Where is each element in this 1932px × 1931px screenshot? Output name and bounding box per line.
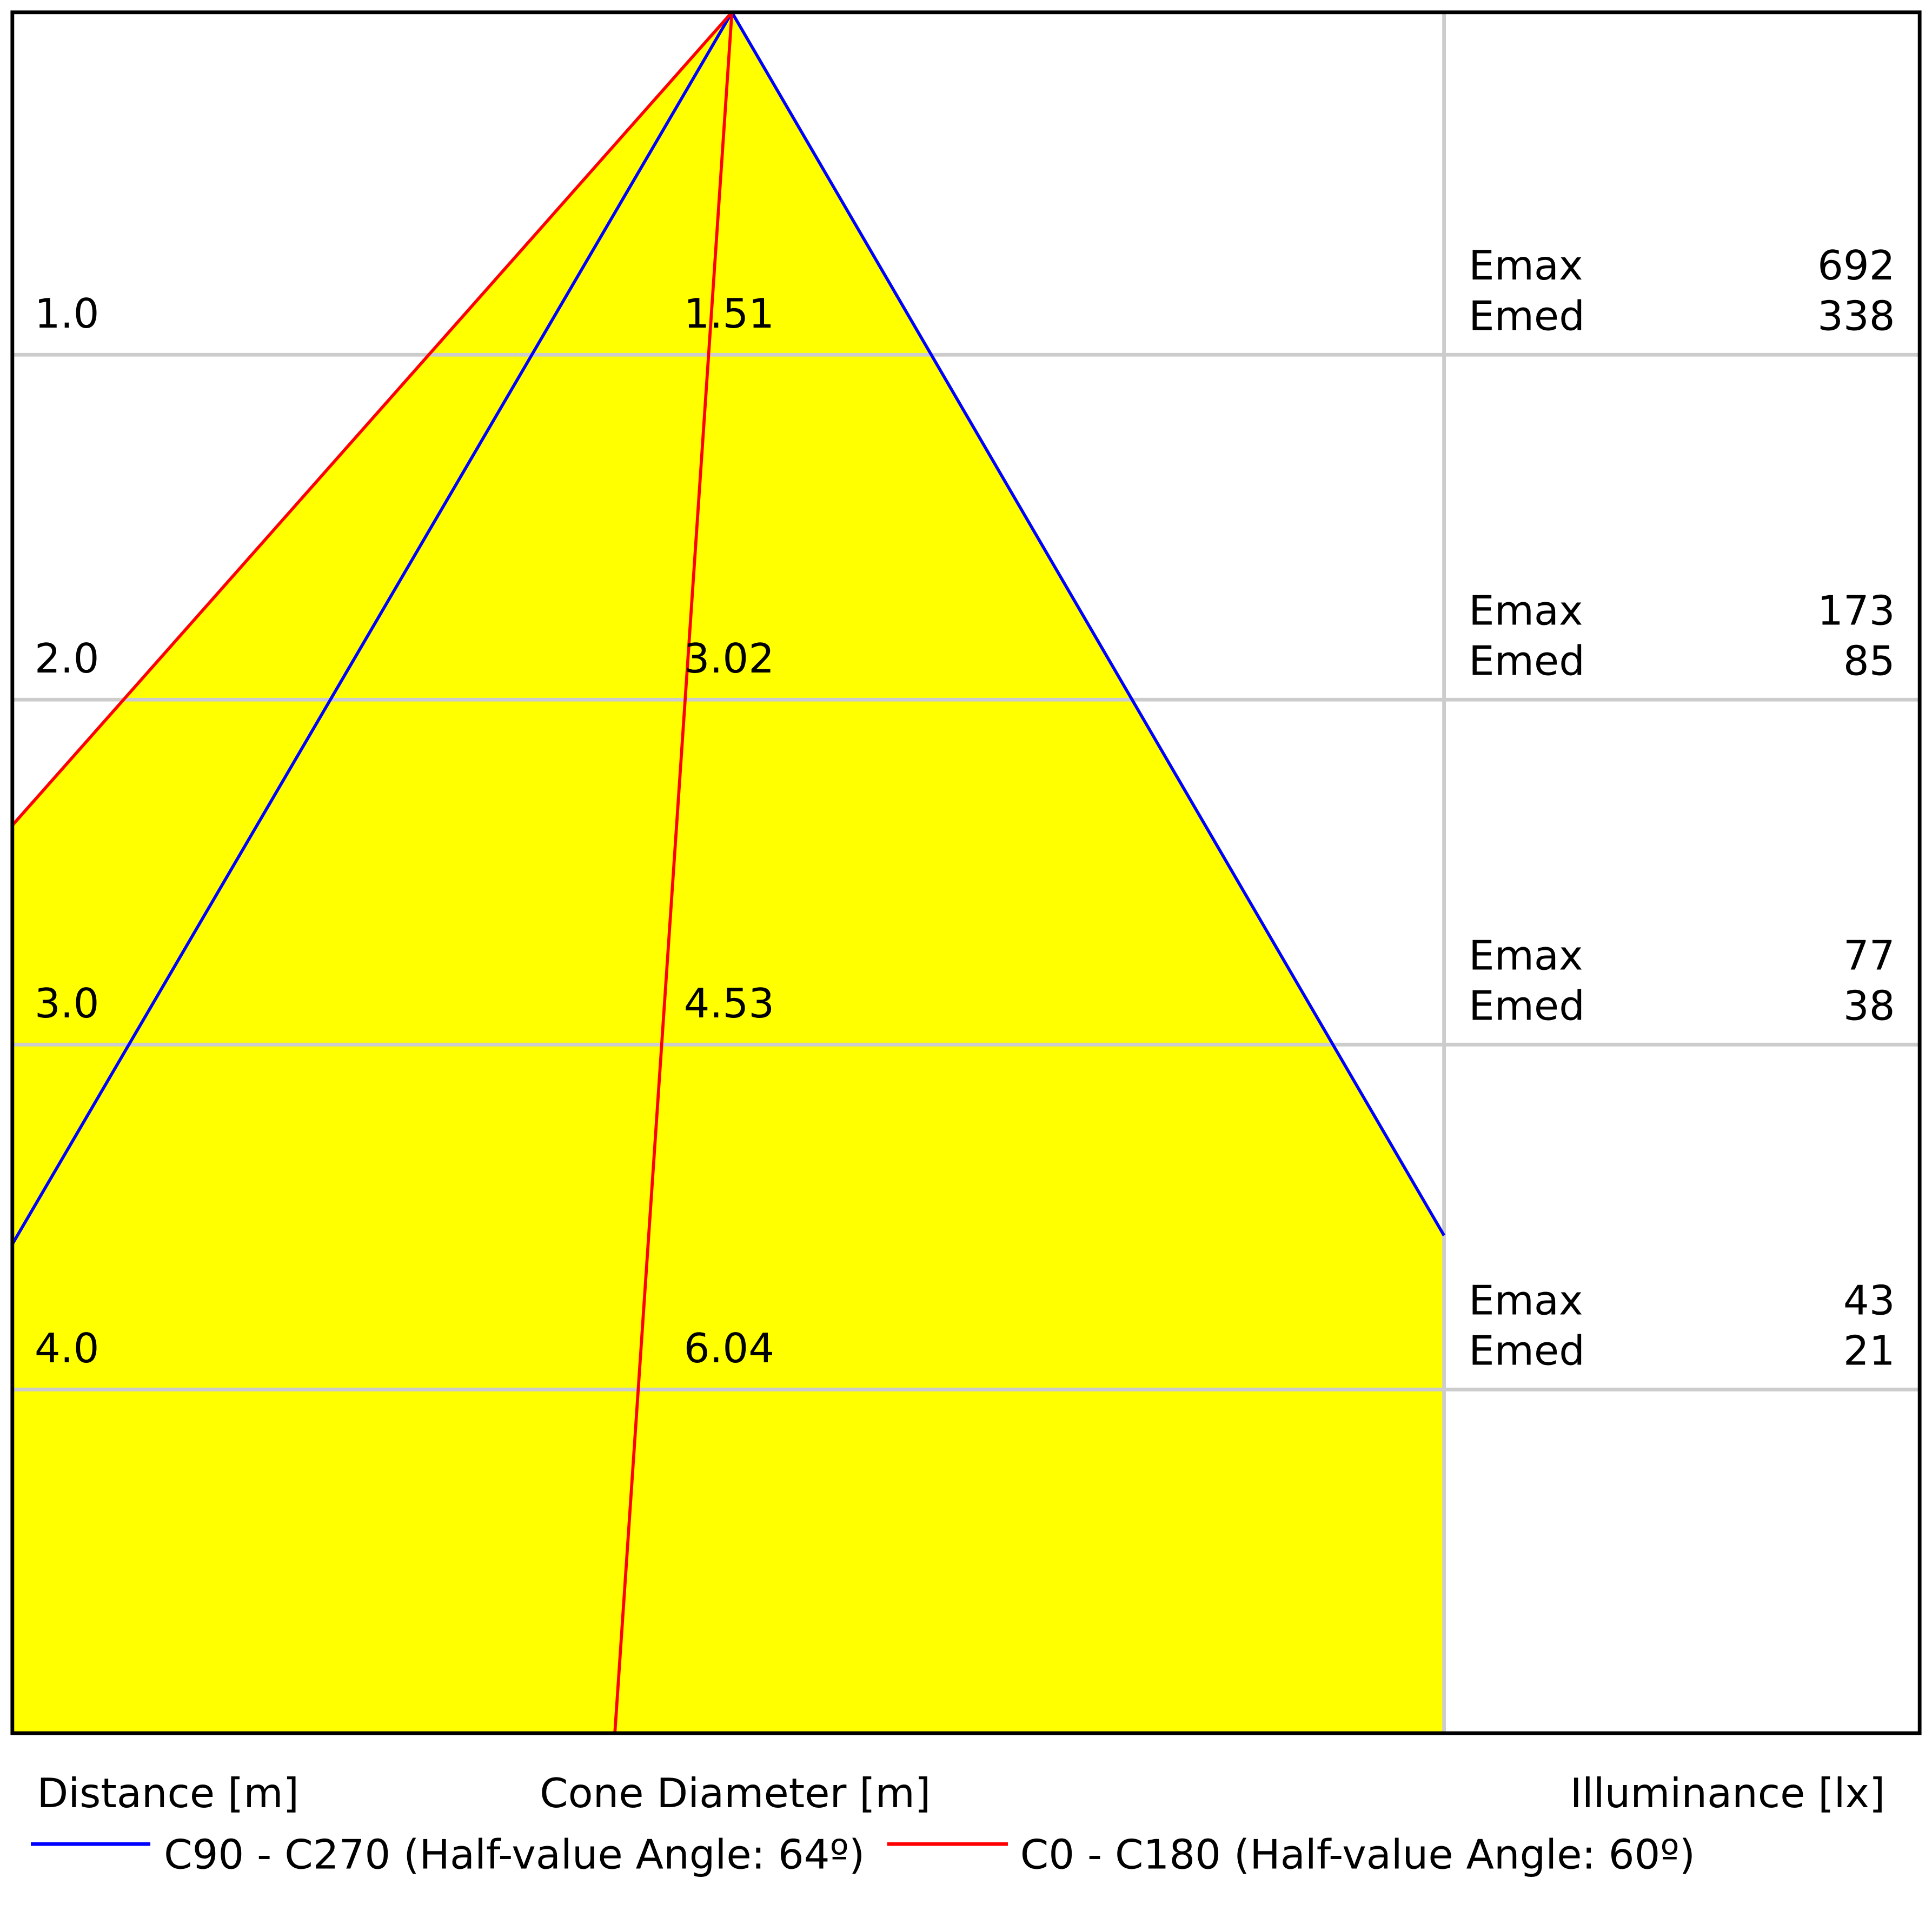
emax-label: Emax [1469,242,1583,289]
axis-label: Distance [m] [37,1769,299,1817]
axis-label: Illuminance [lx] [1570,1769,1885,1817]
cone-area [12,12,1444,1734]
cone-line [11,11,733,827]
emed-value: 21 [1843,1327,1895,1375]
cone-line [613,12,734,1734]
legend-label: C0 - C180 (Half-value Angle: 60º) [1020,1831,1695,1879]
cone-line [731,11,1446,1236]
distance-label: 4.0 [35,1324,99,1372]
emed-value: 38 [1843,982,1895,1030]
emed-label: Emed [1469,637,1585,685]
emed-label: Emed [1469,1327,1585,1375]
emed-value: 338 [1817,292,1895,340]
distance-label: 2.0 [35,635,99,682]
emax-label: Emax [1469,587,1583,634]
frame [10,10,1922,1735]
cone-line [11,11,734,1245]
diameter-label: 6.04 [684,1324,774,1372]
emed-label: Emed [1469,982,1585,1030]
emax-value: 692 [1817,242,1895,289]
emax-label: Emax [1469,931,1583,979]
emed-value: 85 [1843,637,1895,685]
emax-value: 43 [1843,1276,1895,1324]
emax-value: 77 [1843,931,1895,979]
diameter-label: 3.02 [684,635,774,682]
axis-label: Cone Diameter [m] [540,1769,931,1817]
diameter-label: 1.51 [684,290,774,337]
legend-label: C90 - C270 (Half-value Angle: 64º) [164,1831,865,1879]
distance-label: 1.0 [35,290,99,337]
emax-label: Emax [1469,1276,1583,1324]
emed-label: Emed [1469,292,1585,340]
emax-value: 173 [1817,587,1895,634]
rows: 1.0 1.51 Emax 692 Emed 338 2.0 3.02 Emax 173 Emed 8… [35,242,1895,1374]
diameter-label: 4.53 [684,980,774,1027]
distance-label: 3.0 [35,980,99,1027]
